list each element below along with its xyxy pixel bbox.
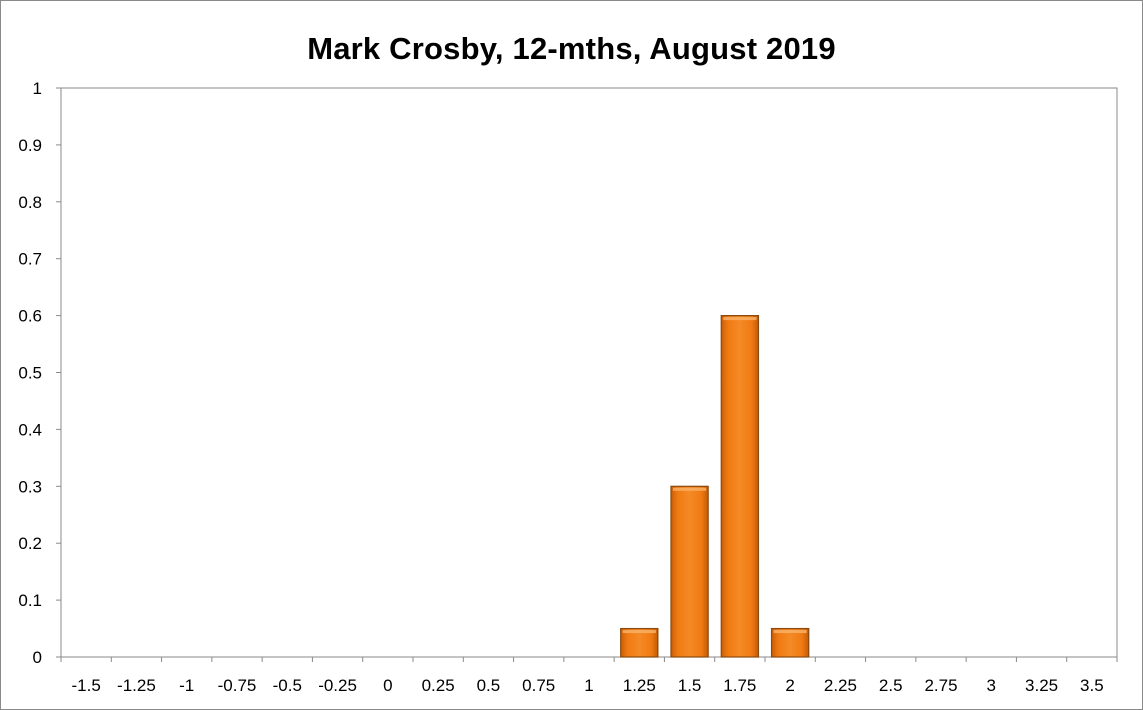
x-tick-label: 1.5 <box>678 676 702 695</box>
x-tick-label: 2.5 <box>879 676 903 695</box>
x-tick-label: 1.25 <box>623 676 656 695</box>
y-tick-label: 0.7 <box>18 250 42 269</box>
bar-highlight <box>723 317 757 321</box>
bar-highlight <box>622 630 656 634</box>
x-tick-label: 2 <box>785 676 794 695</box>
bar-1.5 <box>670 485 709 658</box>
x-tick-label: 3.25 <box>1025 676 1058 695</box>
y-tick-label: 0 <box>33 648 42 667</box>
x-tick-label: 0.25 <box>422 676 455 695</box>
y-tick-label: 1 <box>33 79 42 98</box>
x-tick-label: -1 <box>179 676 194 695</box>
y-tick-label: 0.1 <box>18 591 42 610</box>
y-tick-label: 0.6 <box>18 307 42 326</box>
y-tick-label: 0.9 <box>18 136 42 155</box>
bar-highlight <box>672 487 707 491</box>
chart-title: Mark Crosby, 12-mths, August 2019 <box>307 31 836 66</box>
x-tick-label: 1 <box>584 676 593 695</box>
x-tick-label: 0 <box>383 676 392 695</box>
bars <box>620 315 810 658</box>
bar-highlight <box>773 630 807 634</box>
axes: 0 0.1 0.2 0.3 0.4 0.5 0.6 0.7 0.8 0.9 1 -1.5 -1.25 -1… <box>18 79 1118 695</box>
bar-1.25 <box>620 627 659 658</box>
bar-1.75 <box>720 315 760 658</box>
y-tick-label: 0.3 <box>18 477 42 496</box>
x-tick-label: 0.75 <box>522 676 555 695</box>
bar-2 <box>770 627 810 658</box>
x-tick-label: -1.5 <box>71 676 100 695</box>
x-tick-label: -0.25 <box>318 676 357 695</box>
plot-area <box>60 87 1118 658</box>
y-tick-label: 0.2 <box>18 534 42 553</box>
y-tick-label: 0.5 <box>18 364 42 383</box>
x-tick-label: 3.5 <box>1080 676 1104 695</box>
x-tick-label: 2.75 <box>924 676 957 695</box>
x-tick-label: -0.5 <box>273 676 302 695</box>
x-tick-label: -0.75 <box>218 676 257 695</box>
x-tick-label: -1.25 <box>117 676 156 695</box>
x-tick-label: 1.75 <box>723 676 756 695</box>
x-tick-label: 0.5 <box>477 676 501 695</box>
y-tick-label: 0.4 <box>18 420 42 439</box>
x-tick-label: 2.25 <box>824 676 857 695</box>
y-tick-label: 0.8 <box>18 193 42 212</box>
x-tick-label: 3 <box>987 676 996 695</box>
